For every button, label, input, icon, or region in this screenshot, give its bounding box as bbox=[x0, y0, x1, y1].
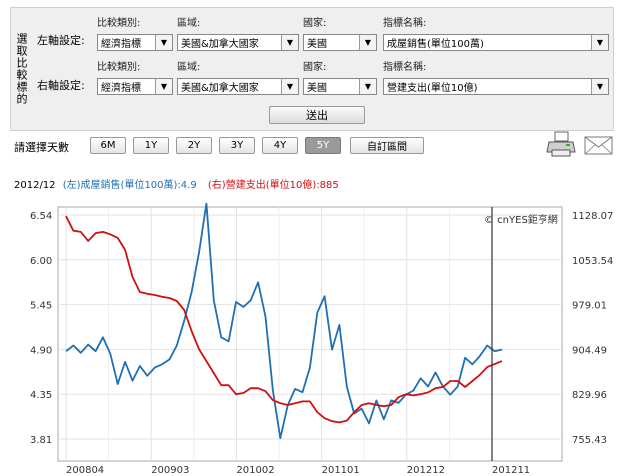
right-region-value: 美國&加拿大國家 bbox=[181, 83, 259, 94]
chevron-down-icon: ▼ bbox=[281, 79, 298, 94]
right-country-label: 國家: bbox=[303, 62, 327, 73]
y-right-tick-label: 1053.54 bbox=[572, 256, 613, 267]
right-region-label: 區域: bbox=[177, 62, 201, 73]
right-indicator-select[interactable]: 營建支出(單位10億) ▼ bbox=[383, 78, 609, 95]
left-region-value: 美國&加拿大國家 bbox=[181, 39, 259, 50]
watermark: © cnYES鉅亨網 bbox=[484, 213, 558, 226]
right-axis-label: 右軸設定: bbox=[37, 79, 85, 92]
chevron-down-icon: ▼ bbox=[359, 35, 376, 50]
left-category-value: 經濟指標 bbox=[101, 39, 141, 50]
right-country-value: 美國 bbox=[307, 83, 327, 94]
chevron-down-icon: ▼ bbox=[591, 35, 608, 50]
legend-right-series: (右)營建支出(單位10億):885 bbox=[207, 180, 339, 191]
side-label: 選取比較標的 bbox=[11, 8, 31, 130]
chevron-down-icon: ▼ bbox=[281, 35, 298, 50]
range-button-5y[interactable]: 5Y bbox=[305, 137, 341, 154]
left-country-label: 國家: bbox=[303, 18, 327, 29]
chevron-down-icon: ▼ bbox=[591, 79, 608, 94]
legend: 2012/12 (左)成屋銷售(單位100萬):4.9 (右)營建支出(單位10… bbox=[14, 176, 339, 191]
range-button-custom[interactable]: 自訂區間 bbox=[350, 137, 424, 154]
series-line-right bbox=[65, 215, 503, 424]
right-region-select[interactable]: 美國&加拿大國家 ▼ bbox=[177, 78, 299, 95]
right-indicator-label: 指標名稱: bbox=[383, 62, 427, 73]
left-region-label: 區域: bbox=[177, 18, 201, 29]
left-indicator-value: 成屋銷售(單位100萬) bbox=[387, 39, 484, 50]
x-tick-label: 200804 bbox=[66, 465, 104, 476]
left-region-select[interactable]: 美國&加拿大國家 ▼ bbox=[177, 34, 299, 51]
left-category-label: 比較類別: bbox=[97, 18, 141, 29]
x-tick-label: 201211 bbox=[492, 465, 530, 476]
email-icon[interactable] bbox=[584, 136, 614, 156]
left-country-value: 美國 bbox=[307, 39, 327, 50]
y-right-tick-label: 755.43 bbox=[572, 435, 607, 446]
range-label: 請選擇天數 bbox=[14, 141, 69, 154]
x-tick-label: 200903 bbox=[151, 465, 189, 476]
range-button-3y[interactable]: 3Y bbox=[219, 137, 255, 154]
chevron-down-icon: ▼ bbox=[155, 35, 172, 50]
range-button-1y[interactable]: 1Y bbox=[133, 137, 169, 154]
y-left-tick-label: 6.00 bbox=[30, 256, 52, 267]
right-country-select[interactable]: 美國 ▼ bbox=[303, 78, 377, 95]
settings-panel: 選取比較標的 左軸設定: 比較類別: 區域: 國家: 指標名稱: 經濟指標 ▼ 美… bbox=[10, 7, 614, 131]
chevron-down-icon: ▼ bbox=[359, 79, 376, 94]
right-indicator-value: 營建支出(單位10億) bbox=[387, 83, 478, 94]
y-left-tick-label: 4.90 bbox=[30, 345, 52, 356]
print-icon[interactable] bbox=[546, 130, 578, 158]
submit-button[interactable]: 送出 bbox=[269, 106, 365, 124]
range-button-6m[interactable]: 6M bbox=[90, 137, 126, 154]
right-category-select[interactable]: 經濟指標 ▼ bbox=[97, 78, 173, 95]
y-left-tick-label: 6.54 bbox=[30, 211, 52, 222]
y-left-tick-label: 4.35 bbox=[30, 390, 52, 401]
right-category-label: 比較類別: bbox=[97, 62, 141, 73]
plot-area bbox=[57, 206, 563, 462]
left-category-select[interactable]: 經濟指標 ▼ bbox=[97, 34, 173, 51]
legend-left-series: (左)成屋銷售(單位100萬):4.9 bbox=[62, 180, 197, 191]
x-tick-label: 201002 bbox=[236, 465, 274, 476]
legend-date: 2012/12 bbox=[14, 180, 56, 191]
x-tick-label: 201101 bbox=[322, 465, 360, 476]
x-tick-label: 201212 bbox=[407, 465, 445, 476]
chevron-down-icon: ▼ bbox=[155, 79, 172, 94]
left-axis-label: 左軸設定: bbox=[37, 34, 85, 47]
left-country-select[interactable]: 美國 ▼ bbox=[303, 34, 377, 51]
range-button-2y[interactable]: 2Y bbox=[176, 137, 212, 154]
series-line-left bbox=[65, 202, 503, 440]
y-right-tick-label: 979.01 bbox=[572, 301, 607, 312]
y-right-tick-label: 1128.07 bbox=[572, 211, 613, 222]
y-right-tick-label: 829.96 bbox=[572, 390, 607, 401]
y-right-tick-label: 904.49 bbox=[572, 345, 607, 356]
range-button-4y[interactable]: 4Y bbox=[262, 137, 298, 154]
left-indicator-select[interactable]: 成屋銷售(單位100萬) ▼ bbox=[383, 34, 609, 51]
y-left-tick-label: 3.81 bbox=[30, 435, 52, 446]
side-label-text: 選取比較標的 bbox=[15, 33, 28, 105]
y-left-tick-label: 5.45 bbox=[30, 301, 52, 312]
chart: 6.54 6.00 5.45 4.90 4.35 3.81 1128.07 1053.54 9… bbox=[30, 202, 613, 476]
left-indicator-label: 指標名稱: bbox=[383, 18, 427, 29]
right-category-value: 經濟指標 bbox=[101, 83, 141, 94]
